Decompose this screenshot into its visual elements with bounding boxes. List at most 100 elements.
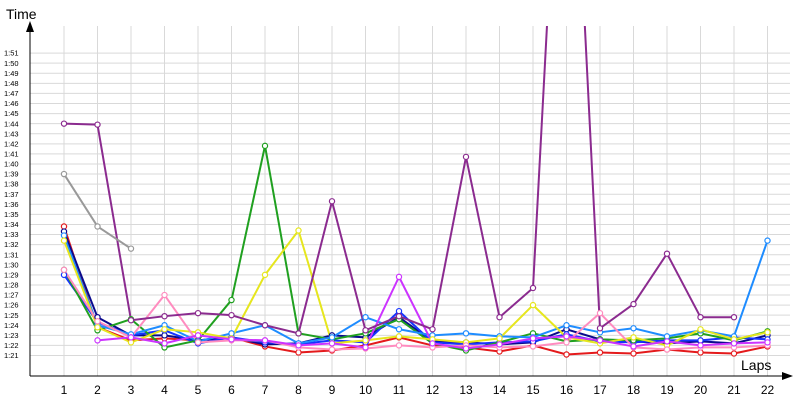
axes	[26, 21, 793, 380]
data-point-series-7	[161, 291, 168, 299]
y-tick-label: 1:39	[4, 170, 19, 179]
data-point-series-8	[295, 342, 302, 349]
y-tick-label: 1:47	[4, 89, 19, 98]
data-point-series-3	[697, 337, 704, 344]
x-tick-label: 1	[61, 383, 68, 397]
x-tick-labels: 1 2 3 4 5 6 7 8 9 10 11 12 13 14 15 16 17 18 19 20 21 22	[61, 383, 775, 397]
y-tick-label: 1:36	[4, 200, 19, 209]
y-axis-title: Time	[6, 6, 37, 22]
data-point-series-9	[362, 327, 369, 334]
data-point-series-6	[496, 335, 503, 342]
y-tick-label: 1:37	[4, 190, 19, 199]
y-tick-label: 1:25	[4, 311, 19, 320]
data-point-series-6	[261, 271, 269, 279]
x-tick-label: 6	[228, 383, 235, 397]
y-tick-label: 1:41	[4, 150, 19, 159]
data-point-series-8	[362, 344, 369, 351]
data-point-series-6	[94, 324, 101, 331]
data-point-series-5	[663, 333, 671, 340]
data-point-series-5	[462, 330, 470, 337]
data-point-series-4	[228, 296, 235, 304]
data-point-series-1	[630, 350, 637, 357]
data-point-series-3	[395, 307, 403, 315]
data-point-series-8	[563, 333, 570, 340]
data-point-series-9	[596, 325, 604, 332]
x-axis-title: Laps	[741, 357, 771, 373]
x-tick-label: 8	[295, 383, 302, 397]
data-point-series-6	[60, 237, 68, 244]
x-tick-label: 22	[761, 383, 775, 397]
data-point-series-5	[228, 330, 235, 337]
data-point-series-5	[328, 334, 336, 341]
data-point-series-8	[663, 338, 671, 345]
data-point-series-6	[395, 333, 403, 340]
data-point-series-8	[94, 337, 101, 344]
data-point-series-2	[161, 332, 168, 339]
y-tick-label: 1:22	[4, 341, 19, 350]
data-point-series-5	[563, 322, 570, 329]
data-point-series-8	[228, 336, 235, 343]
y-tick-label: 1:43	[4, 129, 19, 138]
y-tick-label: 1:35	[4, 210, 19, 219]
data-point-series-6	[127, 339, 135, 346]
data-point-series-5	[630, 325, 637, 332]
data-point-series-8	[261, 337, 269, 344]
data-point-series-9	[496, 313, 503, 321]
data-point-series-7	[194, 339, 202, 346]
data-point-series-8	[529, 335, 537, 342]
data-point-series-9	[261, 322, 269, 329]
y-tick-label: 1:40	[4, 160, 19, 169]
series-points	[60, 120, 771, 358]
data-point-series-1	[295, 349, 302, 356]
data-point-series-9	[60, 120, 68, 127]
data-point-series-6	[630, 334, 637, 341]
data-point-series-6	[764, 329, 771, 336]
y-tick-label: 1:31	[4, 250, 19, 259]
data-point-series-5	[395, 326, 403, 333]
data-point-series-9	[529, 284, 537, 292]
x-tick-label: 15	[526, 383, 540, 397]
y-tick-label: 1:42	[4, 139, 19, 148]
x-tick-label: 5	[195, 383, 202, 397]
data-point-series-7	[328, 346, 336, 353]
x-tick-label: 14	[493, 383, 507, 397]
x-tick-label: 4	[161, 383, 168, 397]
data-point-series-8	[395, 273, 403, 281]
data-point-series-5	[60, 232, 68, 239]
y-tick-label: 1:23	[4, 331, 19, 340]
y-tick-label: 1:38	[4, 180, 19, 189]
y-tick-label: 1:24	[4, 321, 19, 330]
data-point-series-9	[328, 198, 336, 205]
x-tick-label: 21	[727, 383, 741, 397]
data-point-series-8	[730, 340, 738, 347]
series-line-4	[63, 144, 768, 352]
data-point-series-1	[596, 349, 604, 356]
data-point-series-4	[261, 142, 269, 150]
x-tick-label: 13	[459, 383, 473, 397]
y-tick-label: 1:49	[4, 69, 19, 78]
grid-lines	[30, 26, 790, 376]
y-tick-labels: 1:211:221:231:241:251:261:271:28 1:291:30…	[4, 49, 19, 360]
data-point-series-6	[697, 326, 704, 333]
y-tick-label: 1:27	[4, 291, 19, 300]
y-tick-label: 1:32	[4, 240, 19, 249]
y-tick-label: 1:44	[4, 119, 19, 128]
y-tick-label: 1:33	[4, 230, 19, 239]
x-axis-arrow	[782, 372, 793, 380]
data-point-series-5	[764, 237, 771, 244]
data-point-series-7	[563, 339, 570, 346]
data-point-series-1	[730, 350, 738, 357]
data-point-series-9	[429, 326, 436, 333]
x-tick-label: 20	[694, 383, 708, 397]
data-point-series-9	[127, 317, 135, 324]
x-tick-label: 7	[262, 383, 269, 397]
data-point-series-7	[60, 266, 68, 274]
data-point-series-9	[697, 313, 704, 321]
y-tick-label: 1:21	[4, 351, 19, 360]
data-point-series-7	[596, 309, 604, 317]
data-point-series-9	[663, 250, 671, 257]
data-point-series-10	[94, 223, 101, 230]
data-point-series-5	[362, 313, 369, 321]
x-tick-label: 17	[593, 383, 607, 397]
data-point-series-1	[60, 223, 68, 230]
